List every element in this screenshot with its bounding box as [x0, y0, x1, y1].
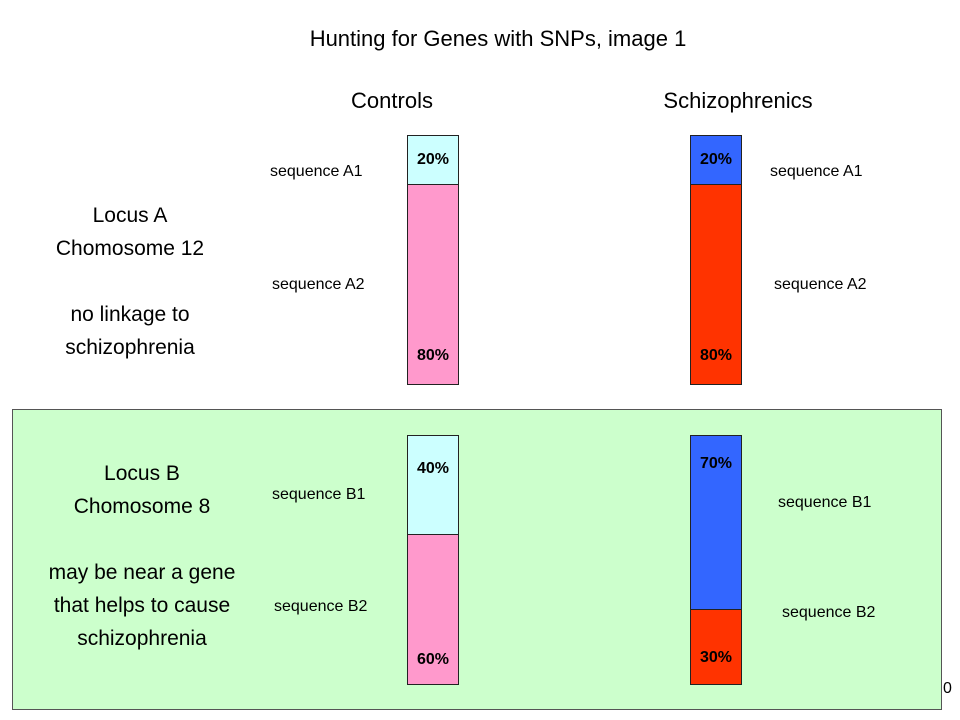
- schiz-locus-a-bar: 20% 80%: [690, 135, 742, 385]
- schizophrenics-heading: Schizophrenics: [663, 88, 813, 113]
- schiz-b2-percent: 30%: [699, 649, 733, 666]
- controls-b2-segment: [407, 534, 459, 685]
- controls-seq-b1-label: sequence B1: [272, 486, 366, 503]
- controls-a1-segment: [407, 135, 459, 185]
- schiz-b1-segment: [690, 435, 742, 610]
- schiz-a2-percent: 80%: [699, 347, 733, 364]
- locus-a-line: no linkage to: [70, 303, 190, 326]
- schiz-seq-b2-label: sequence B2: [782, 604, 876, 621]
- controls-heading: Controls: [351, 88, 433, 113]
- locus-b-panel: [12, 409, 942, 710]
- locus-b-line: Locus B: [104, 462, 180, 485]
- controls-b1-segment: [407, 435, 459, 535]
- schiz-b1-percent: 70%: [699, 455, 733, 472]
- locus-b-line: Chomosome 8: [73, 495, 211, 518]
- controls-a2-segment: [407, 184, 459, 385]
- schiz-b2-segment: [690, 609, 742, 685]
- controls-locus-a-bar: 20% 80%: [407, 135, 459, 385]
- controls-a1-percent: 20%: [416, 151, 450, 168]
- controls-b2-percent: 60%: [416, 651, 450, 668]
- locus-b-line: schizophrenia: [77, 627, 207, 650]
- schiz-locus-b-bar: 70% 30%: [690, 435, 742, 685]
- controls-locus-b-bar: 40% 60%: [407, 435, 459, 685]
- schiz-seq-a1-label: sequence A1: [770, 163, 863, 180]
- locus-a-description: Locus A Chomosome 12 no linkage to schiz…: [20, 199, 240, 364]
- schiz-seq-b1-label: sequence B1: [778, 494, 872, 511]
- schiz-a2-segment: [690, 184, 742, 385]
- locus-a-line: schizophrenia: [65, 336, 195, 359]
- controls-seq-a1-label: sequence A1: [270, 163, 363, 180]
- schiz-a1-percent: 20%: [699, 151, 733, 168]
- locus-b-line: [14, 523, 270, 556]
- locus-a-line: [20, 265, 240, 298]
- locus-b-line: that helps to cause: [53, 594, 231, 617]
- controls-a2-percent: 80%: [416, 347, 450, 364]
- slide-title: Hunting for Genes with SNPs, image 1: [309, 26, 687, 51]
- locus-b-line: may be near a gene: [48, 561, 236, 584]
- controls-seq-b2-label: sequence B2: [274, 598, 368, 615]
- locus-b-description: Locus B Chomosome 8 may be near a gene t…: [14, 457, 270, 655]
- locus-a-line: Locus A: [92, 204, 168, 227]
- schiz-seq-a2-label: sequence A2: [774, 276, 867, 293]
- page-number: 0: [943, 680, 952, 697]
- controls-b1-percent: 40%: [416, 460, 450, 477]
- locus-a-line: Chomosome 12: [55, 237, 205, 260]
- controls-seq-a2-label: sequence A2: [272, 276, 365, 293]
